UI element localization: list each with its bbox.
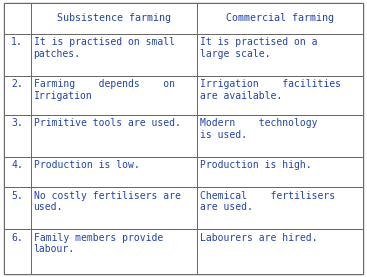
Text: It is practised on small
patches.: It is practised on small patches.	[34, 37, 175, 59]
Text: It is practised on a
large scale.: It is practised on a large scale.	[200, 37, 317, 59]
Text: Subsistence farming: Subsistence farming	[57, 13, 171, 23]
Text: Modern    technology
is used.: Modern technology is used.	[200, 118, 317, 140]
Text: 6.: 6.	[11, 233, 23, 243]
Bar	[4, 157, 363, 188]
Text: 5.: 5.	[11, 191, 23, 201]
Text: Farming    depends    on
Irrigation: Farming depends on Irrigation	[34, 79, 175, 101]
Text: Chemical    fertilisers
are used.: Chemical fertilisers are used.	[200, 191, 335, 212]
Text: Primitive tools are used.: Primitive tools are used.	[34, 118, 181, 128]
Text: 1.: 1.	[11, 37, 23, 47]
Bar	[4, 115, 363, 157]
Text: No costly fertilisers are
used.: No costly fertilisers are used.	[34, 191, 181, 212]
Text: 3.: 3.	[11, 118, 23, 128]
Text: Production is high.: Production is high.	[200, 160, 312, 170]
Text: Labourers are hired.: Labourers are hired.	[200, 233, 317, 243]
Bar	[4, 3, 363, 34]
Text: Family members provide
labour.: Family members provide labour.	[34, 233, 163, 254]
Text: 4.: 4.	[11, 160, 23, 170]
Text: 2.: 2.	[11, 79, 23, 89]
Text: Irrigation    facilities
are available.: Irrigation facilities are available.	[200, 79, 341, 101]
Text: Production is low.: Production is low.	[34, 160, 139, 170]
Bar	[4, 34, 363, 76]
Bar	[4, 188, 363, 229]
Bar	[4, 76, 363, 115]
Text: Commercial farming: Commercial farming	[226, 13, 334, 23]
Bar	[4, 229, 363, 274]
